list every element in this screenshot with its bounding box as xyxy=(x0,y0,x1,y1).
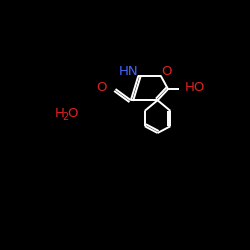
Text: 2: 2 xyxy=(62,112,68,122)
Text: HO: HO xyxy=(184,81,205,94)
Text: O: O xyxy=(68,107,78,120)
Text: O: O xyxy=(96,81,106,94)
Text: HN: HN xyxy=(119,65,139,78)
Text: O: O xyxy=(162,65,172,78)
Text: H: H xyxy=(54,107,64,120)
